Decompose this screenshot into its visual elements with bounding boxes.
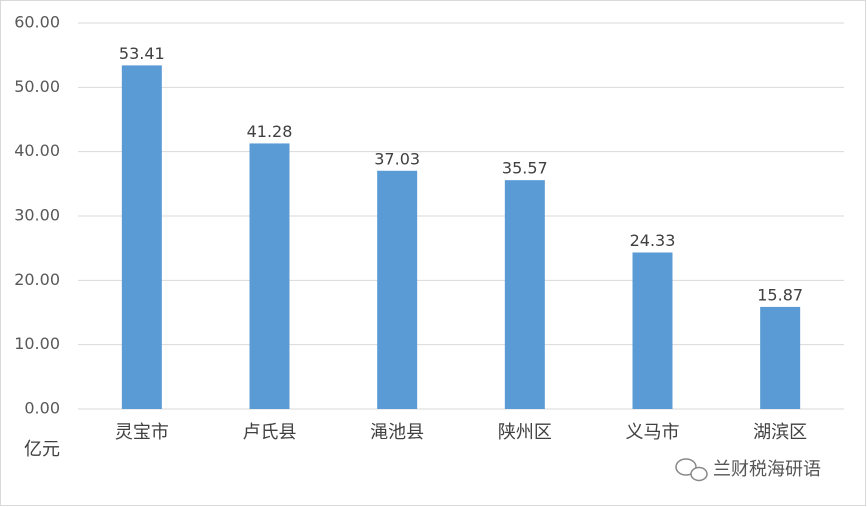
y-tick-label: 50.00 [14,77,60,96]
y-axis-label: 亿元 [24,439,60,460]
bar [121,65,162,410]
y-tick-label: 40.00 [14,141,60,160]
data-label: 37.03 [374,149,420,168]
y-tick-label: 0.00 [24,399,60,418]
bar [377,170,418,409]
x-tick-label: 陕州区 [498,422,552,443]
x-tick-label: 卢氏县 [243,422,297,443]
data-label: 35.57 [502,159,548,178]
bar [504,180,545,409]
y-tick-label: 10.00 [14,334,60,353]
data-label: 24.33 [630,231,676,250]
watermark-icon [675,458,708,482]
y-tick-label: 20.00 [14,270,60,289]
data-label: 53.41 [119,44,165,63]
y-tick-label: 60.00 [14,13,60,32]
watermark: 兰财税海研语 [713,459,821,480]
data-label: 41.28 [247,122,293,141]
y-tick-label: 30.00 [14,206,60,225]
bar [249,143,290,409]
x-tick-label: 湖滨区 [753,422,807,443]
x-tick-label: 义马市 [626,422,680,443]
x-tick-label: 渑池县 [370,422,424,443]
data-label: 15.87 [757,285,803,304]
bar [632,252,673,409]
bar [760,306,801,409]
x-tick-label: 灵宝市 [115,422,169,443]
